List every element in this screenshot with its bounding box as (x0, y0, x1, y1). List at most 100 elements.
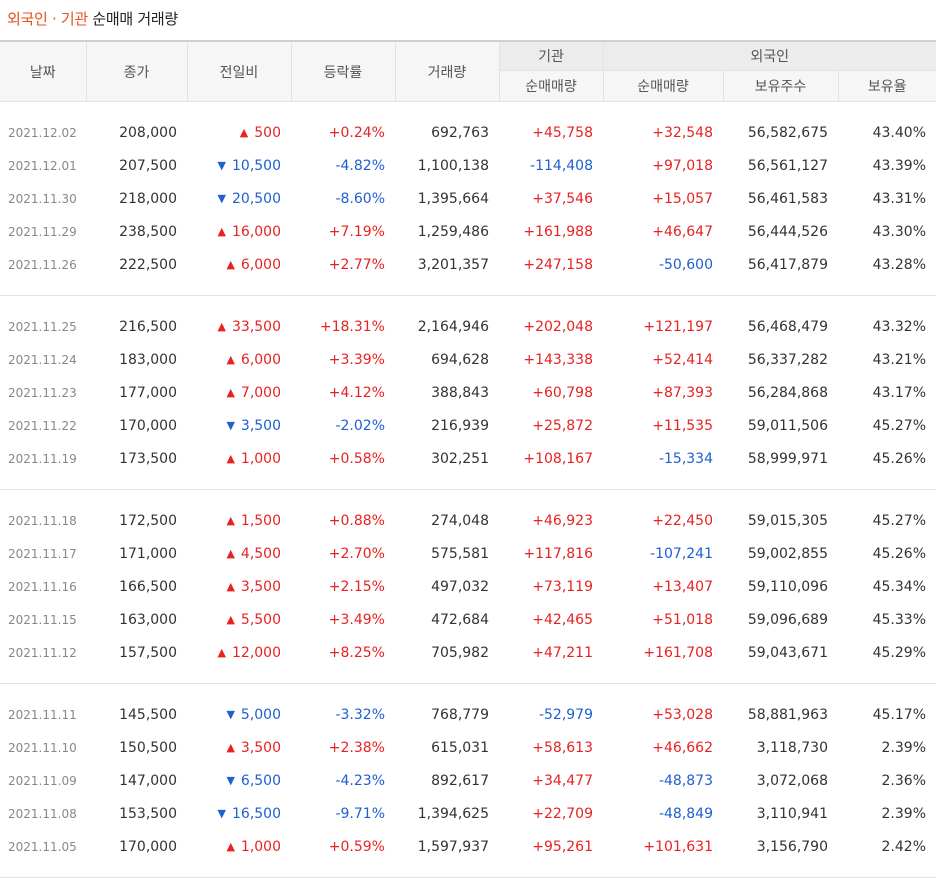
arrow-up-icon: ▲ (226, 613, 234, 626)
cell-foreign-net: +11,535 (603, 409, 723, 442)
cell-volume: 302,251 (395, 442, 499, 475)
cell-volume: 388,843 (395, 376, 499, 409)
cell-institution-net: +25,872 (499, 409, 603, 442)
cell-rate: +2.77% (291, 248, 395, 281)
cell-foreign-ratio: 45.34% (838, 570, 936, 603)
cell-rate: +0.59% (291, 830, 395, 863)
cell-foreign-net: +53,028 (603, 698, 723, 731)
cell-volume: 1,259,486 (395, 215, 499, 248)
cell-volume: 1,394,625 (395, 797, 499, 830)
cell-change-value: 3,500 (241, 579, 281, 595)
arrow-up-icon: ▲ (226, 386, 234, 399)
arrow-up-icon: ▲ (226, 741, 234, 754)
cell-institution-net: -52,979 (499, 698, 603, 731)
cell-foreign-net: +52,414 (603, 343, 723, 376)
arrow-up-icon: ▲ (218, 225, 226, 238)
arrow-up-icon: ▲ (226, 840, 234, 853)
cell-institution-net: -114,408 (499, 149, 603, 182)
cell-change: ▼6,500 (187, 764, 291, 797)
cell-foreign-shares: 59,043,671 (723, 636, 838, 669)
arrow-up-icon: ▲ (226, 258, 234, 271)
cell-close: 172,500 (86, 504, 187, 537)
cell-foreign-ratio: 45.33% (838, 603, 936, 636)
cell-change: ▲1,500 (187, 504, 291, 537)
cell-close: 153,500 (86, 797, 187, 830)
cell-close: 208,000 (86, 116, 187, 149)
section-title-rest: 순매매 거래량 (92, 10, 177, 28)
cell-foreign-shares: 59,110,096 (723, 570, 838, 603)
cell-foreign-net: +46,662 (603, 731, 723, 764)
cell-foreign-ratio: 43.30% (838, 215, 936, 248)
cell-close: 222,500 (86, 248, 187, 281)
cell-rate: +8.25% (291, 636, 395, 669)
header-institution-net: 순매매량 (499, 71, 603, 102)
cell-close: 170,000 (86, 409, 187, 442)
cell-change: ▲ 12,000 (187, 636, 291, 669)
cell-volume: 575,581 (395, 537, 499, 570)
cell-foreign-shares: 56,284,868 (723, 376, 838, 409)
cell-change-value: 3,500 (241, 740, 281, 756)
cell-rate: +7.19% (291, 215, 395, 248)
cell-institution-net: +247,158 (499, 248, 603, 281)
cell-date: 2021.11.26 (0, 248, 86, 281)
arrow-down-icon: ▼ (218, 192, 226, 205)
cell-change: ▲1,000 (187, 442, 291, 475)
cell-institution-net: +117,816 (499, 537, 603, 570)
cell-foreign-shares: 59,015,305 (723, 504, 838, 537)
cell-rate: +0.58% (291, 442, 395, 475)
cell-institution-net: +108,167 (499, 442, 603, 475)
cell-foreign-net: -50,600 (603, 248, 723, 281)
header-rate: 등락률 (291, 41, 395, 102)
cell-foreign-ratio: 43.32% (838, 310, 936, 343)
cell-date: 2021.11.15 (0, 603, 86, 636)
section-title-highlight: 외국인 · 기관 (7, 10, 88, 28)
cell-rate: +2.38% (291, 731, 395, 764)
cell-volume: 694,628 (395, 343, 499, 376)
trading-volume-table: 날짜 종가 전일비 등락률 거래량 기관 외국인 순매매량 순매매량 보유주수 … (0, 40, 936, 878)
cell-foreign-shares: 59,096,689 (723, 603, 838, 636)
cell-change: ▼5,000 (187, 698, 291, 731)
cell-foreign-shares: 59,011,506 (723, 409, 838, 442)
cell-foreign-net: +51,018 (603, 603, 723, 636)
cell-volume: 892,617 (395, 764, 499, 797)
cell-foreign-ratio: 43.31% (838, 182, 936, 215)
header-foreign-ratio: 보유율 (838, 71, 936, 102)
cell-foreign-shares: 3,118,730 (723, 731, 838, 764)
cell-foreign-ratio: 2.36% (838, 764, 936, 797)
cell-date: 2021.11.16 (0, 570, 86, 603)
header-volume: 거래량 (395, 41, 499, 102)
cell-change: ▼10,500 (187, 149, 291, 182)
cell-change: ▼3,500 (187, 409, 291, 442)
cell-foreign-shares: 56,461,583 (723, 182, 838, 215)
cell-foreign-shares: 56,444,526 (723, 215, 838, 248)
arrow-up-icon: ▲ (226, 353, 234, 366)
arrow-down-icon: ▼ (218, 807, 226, 820)
cell-rate: -2.02% (291, 409, 395, 442)
cell-institution-net: +58,613 (499, 731, 603, 764)
cell-change-value: 1,000 (241, 451, 281, 467)
cell-change-value: 12,000 (232, 645, 281, 661)
arrow-up-icon: ▲ (218, 320, 226, 333)
arrow-up-icon: ▲ (218, 646, 226, 659)
cell-close: 177,000 (86, 376, 187, 409)
cell-change: ▲7,000 (187, 376, 291, 409)
cell-institution-net: +34,477 (499, 764, 603, 797)
cell-volume: 615,031 (395, 731, 499, 764)
cell-change-value: 16,000 (232, 224, 281, 240)
cell-rate: -9.71% (291, 797, 395, 830)
cell-volume: 1,395,664 (395, 182, 499, 215)
cell-rate: +2.70% (291, 537, 395, 570)
cell-foreign-net: -15,334 (603, 442, 723, 475)
cell-foreign-ratio: 43.28% (838, 248, 936, 281)
cell-date: 2021.11.29 (0, 215, 86, 248)
cell-change: ▲3,500 (187, 570, 291, 603)
